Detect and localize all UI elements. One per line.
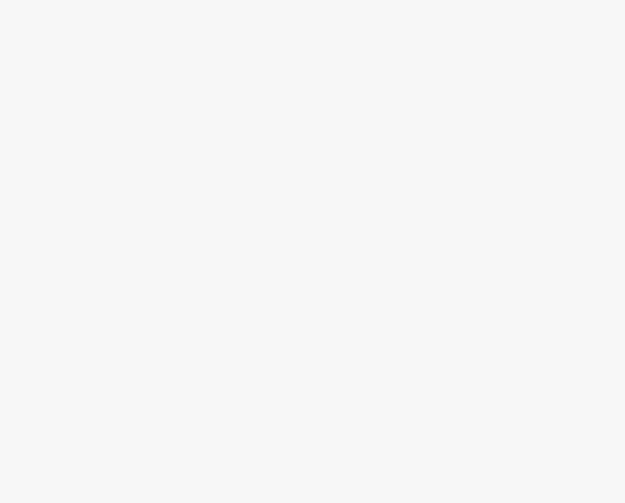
schematic-canvas (0, 0, 625, 503)
